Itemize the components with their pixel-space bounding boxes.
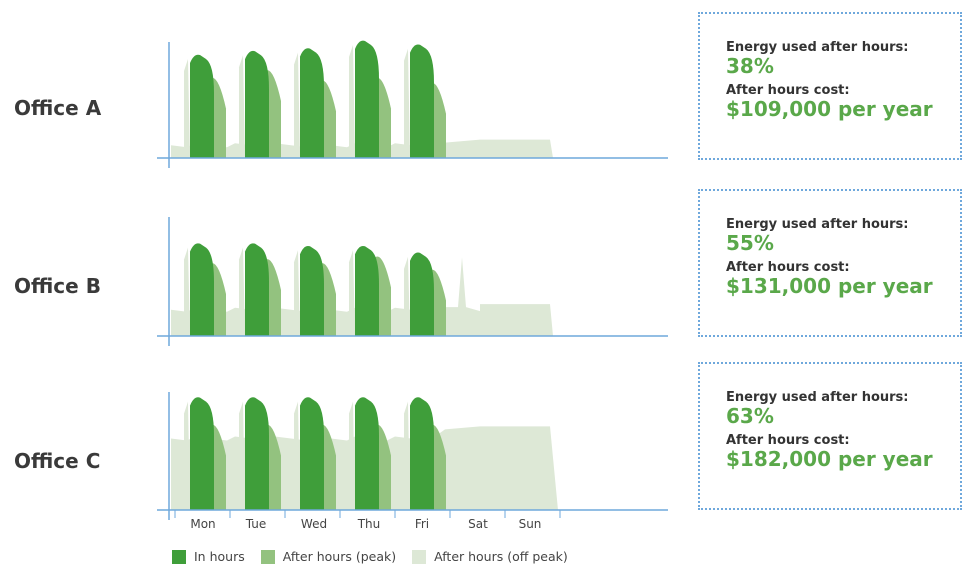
offpeak-spike [404, 48, 410, 158]
in-hours-bar [410, 397, 434, 510]
office-b-label: Office B [14, 274, 101, 298]
x-tick-label-wed: Wed [301, 517, 327, 531]
in-hours-bar [355, 40, 379, 159]
cost-value: $131,000 per year [726, 274, 933, 298]
legend-item-in-hours: In hours [172, 549, 245, 564]
offpeak-spike [239, 247, 245, 336]
cost-label: After hours cost: [726, 83, 850, 98]
in-hours-bar [355, 245, 379, 336]
cost-value: $109,000 per year [726, 97, 933, 121]
legend-swatch [172, 549, 186, 564]
energy-label: Energy used after hours: [726, 390, 909, 405]
in-hours-bar [245, 243, 269, 336]
offpeak-spike [184, 59, 190, 158]
offpeak-spike [239, 401, 245, 510]
in-hours-bar [300, 245, 324, 336]
office-c-summary-card: Energy used after hours: 63% After hours… [698, 362, 962, 510]
in-hours-bar [355, 397, 379, 510]
legend-item-after-peak: After hours (peak) [260, 549, 397, 564]
cost-label: After hours cost: [726, 433, 850, 448]
cost-value: $182,000 per year [726, 447, 933, 471]
x-tick-label-sat: Sat [468, 517, 488, 531]
office-a-label: Office A [14, 96, 102, 120]
legend-swatch [260, 549, 275, 564]
offpeak-spike [404, 256, 410, 336]
offpeak-spike [184, 401, 190, 510]
in-hours-bar [300, 48, 324, 158]
x-tick-label-mon: Mon [190, 517, 215, 531]
office-a-summary-card: Energy used after hours: 38% After hours… [698, 12, 962, 160]
legend-label: In hours [194, 549, 245, 564]
energy-value: 63% [726, 404, 774, 428]
offpeak-spike [349, 401, 355, 510]
energy-value: 38% [726, 54, 774, 78]
legend: In hours After hours (peak) After hours … [172, 549, 584, 564]
offpeak-spike [404, 401, 410, 510]
offpeak-spike [239, 55, 245, 159]
x-tick-label-tue: Tue [245, 517, 267, 531]
energy-label: Energy used after hours: [726, 40, 909, 55]
in-hours-bar [300, 397, 324, 510]
in-hours-bar [410, 252, 434, 336]
legend-item-after-offpeak: After hours (off peak) [412, 549, 568, 564]
energy-value: 55% [726, 231, 774, 255]
offpeak-spike [184, 247, 190, 336]
office-b-summary-card: Energy used after hours: 55% After hours… [698, 189, 962, 337]
cost-label: After hours cost: [726, 260, 850, 275]
in-hours-bar [190, 54, 214, 159]
offpeak-spike [294, 52, 300, 158]
in-hours-bar [190, 397, 214, 510]
offpeak-spike [349, 44, 355, 158]
legend-swatch [412, 549, 427, 564]
in-hours-bar [190, 243, 214, 336]
office-c-label: Office C [14, 449, 101, 473]
in-hours-bar [245, 50, 269, 158]
x-tick-label-thu: Thu [357, 517, 381, 531]
in-hours-bar [410, 44, 434, 158]
in-hours-bar [245, 397, 269, 510]
x-tick-label-fri: Fri [415, 517, 429, 531]
offpeak-spike [349, 250, 355, 336]
x-tick-label-sun: Sun [519, 517, 542, 531]
offpeak-spike [294, 250, 300, 336]
offpeak-spike [294, 401, 300, 510]
energy-label: Energy used after hours: [726, 217, 909, 232]
legend-label: After hours (peak) [282, 549, 397, 564]
legend-label: After hours (off peak) [434, 549, 568, 564]
